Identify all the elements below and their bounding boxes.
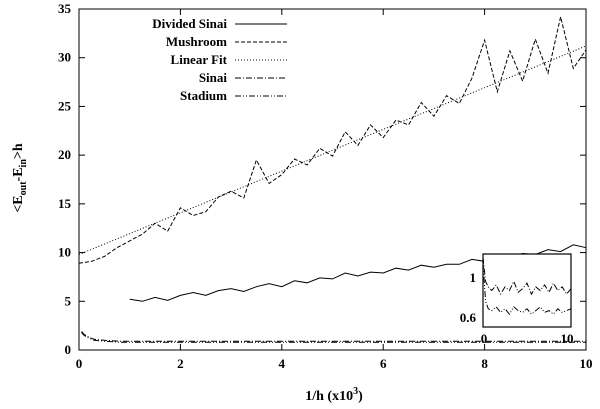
series-line-3 bbox=[81, 331, 586, 342]
series-line-4 bbox=[81, 332, 586, 343]
y-tick-label-7: 35 bbox=[58, 1, 72, 16]
y-tick-label-6: 30 bbox=[58, 50, 71, 65]
legend-label-4: Stadium bbox=[180, 88, 227, 103]
x-tick-label-4: 8 bbox=[481, 356, 488, 371]
inset-y-tick-label-0: 1 bbox=[470, 270, 477, 285]
x-tick-label-1: 2 bbox=[177, 356, 184, 371]
y-tick-label-1: 5 bbox=[65, 293, 72, 308]
y-tick-label-3: 15 bbox=[58, 196, 72, 211]
series-line-1 bbox=[78, 16, 587, 264]
inset-x-tick-label-0: 0 bbox=[481, 331, 488, 346]
x-axis-label: 1/h (x103) bbox=[305, 386, 363, 404]
inset-series-line-0 bbox=[482, 257, 572, 296]
y-axis-label-part-3: -E bbox=[11, 167, 26, 181]
svg-text:<Eout-Ein>h: <Eout-Ein>h bbox=[11, 143, 29, 213]
y-axis-label-part-2: out bbox=[18, 181, 29, 196]
inset-frame bbox=[482, 253, 572, 328]
y-axis-label-part-5: >h bbox=[11, 143, 26, 159]
y-tick-label-5: 25 bbox=[58, 98, 72, 113]
x-tick-label-0: 0 bbox=[76, 356, 83, 371]
legend-label-0: Divided Sinai bbox=[152, 16, 227, 31]
y-axis-label-part-1: <E bbox=[11, 195, 26, 212]
legend-label-1: Mushroom bbox=[166, 34, 227, 49]
series-line-2 bbox=[78, 45, 587, 255]
y-axis-label: <Eout-Ein>h bbox=[11, 143, 29, 213]
y-axis-label-part-4: in bbox=[18, 159, 29, 168]
inset-y-tick-label-1: 0.6 bbox=[460, 310, 477, 325]
y-tick-label-2: 10 bbox=[58, 245, 71, 260]
legend-label-3: Sinai bbox=[199, 70, 228, 85]
y-tick-label-0: 0 bbox=[65, 342, 72, 357]
x-tick-label-2: 4 bbox=[279, 356, 286, 371]
x-tick-label-5: 10 bbox=[580, 356, 593, 371]
inset-x-tick-label-1: 10 bbox=[561, 331, 574, 346]
x-axis-label-sup: 3 bbox=[353, 386, 358, 397]
y-tick-label-4: 20 bbox=[58, 147, 71, 162]
x-tick-label-3: 6 bbox=[380, 356, 387, 371]
legend-label-2: Linear Fit bbox=[171, 52, 228, 67]
plot-frame bbox=[78, 8, 587, 351]
inset-series-line-1 bbox=[482, 263, 572, 316]
x-axis-label-close: ) bbox=[358, 389, 363, 404]
x-axis-label-main: 1/h (x10 bbox=[305, 389, 353, 404]
